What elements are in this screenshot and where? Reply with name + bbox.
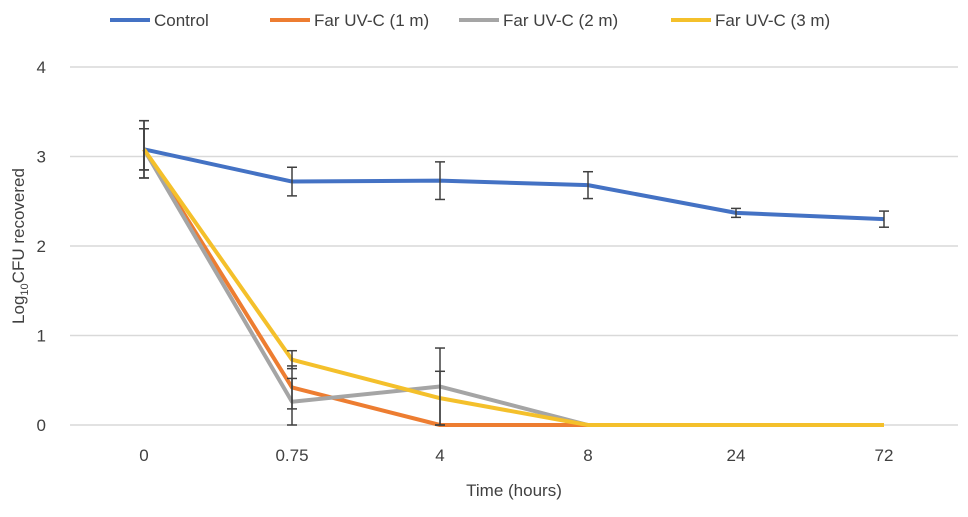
y-axis-label-main: Log	[9, 296, 28, 324]
series-line-0	[143, 147, 885, 222]
x-tick-label: 8	[583, 446, 592, 465]
legend-label: Far UV-C (3 m)	[715, 11, 830, 30]
y-tick-label: 3	[37, 148, 46, 167]
series-lines	[142, 147, 885, 427]
error-bar	[287, 349, 297, 370]
error-bar	[139, 128, 149, 171]
legend-label: Control	[154, 11, 209, 30]
error-bar	[287, 166, 297, 197]
series-line-3	[142, 148, 884, 427]
x-tick-label: 0.75	[275, 446, 308, 465]
y-tick-label: 0	[37, 416, 46, 435]
y-axis-label-sub: 10	[19, 283, 31, 295]
series-line-2	[142, 148, 884, 427]
legend-item: Far UV-C (2 m)	[459, 11, 618, 30]
legend-item: Control	[110, 11, 209, 30]
y-axis-label-rest: CFU recovered	[9, 168, 28, 283]
legend: Control Far UV-C (1 m) Far UV-C (2 m) Far U…	[110, 11, 830, 30]
error-bar	[731, 207, 741, 219]
x-axis-ticks: 0 0.75 4 8 24 72	[139, 446, 893, 465]
x-tick-label: 4	[435, 446, 444, 465]
error-bar	[879, 210, 889, 228]
x-axis-label: Time (hours)	[466, 481, 562, 500]
error-bars	[139, 119, 889, 426]
x-tick-label: 0	[139, 446, 148, 465]
y-tick-label: 1	[37, 327, 46, 346]
y-tick-label: 4	[37, 58, 46, 77]
legend-item: Far UV-C (1 m)	[270, 11, 429, 30]
error-bar	[435, 161, 445, 201]
error-bar	[435, 370, 445, 426]
series-line-1	[142, 148, 884, 427]
error-bar	[287, 377, 297, 426]
legend-label: Far UV-C (2 m)	[503, 11, 618, 30]
error-bar	[583, 170, 593, 200]
y-axis-ticks: 0 1 2 3 4	[37, 58, 46, 435]
legend-label: Far UV-C (1 m)	[314, 11, 429, 30]
x-tick-label: 24	[727, 446, 746, 465]
y-axis-label: Log10CFU recovered	[9, 168, 31, 324]
x-tick-label: 72	[875, 446, 894, 465]
y-tick-label: 2	[37, 237, 46, 256]
legend-item: Far UV-C (3 m)	[671, 11, 830, 30]
